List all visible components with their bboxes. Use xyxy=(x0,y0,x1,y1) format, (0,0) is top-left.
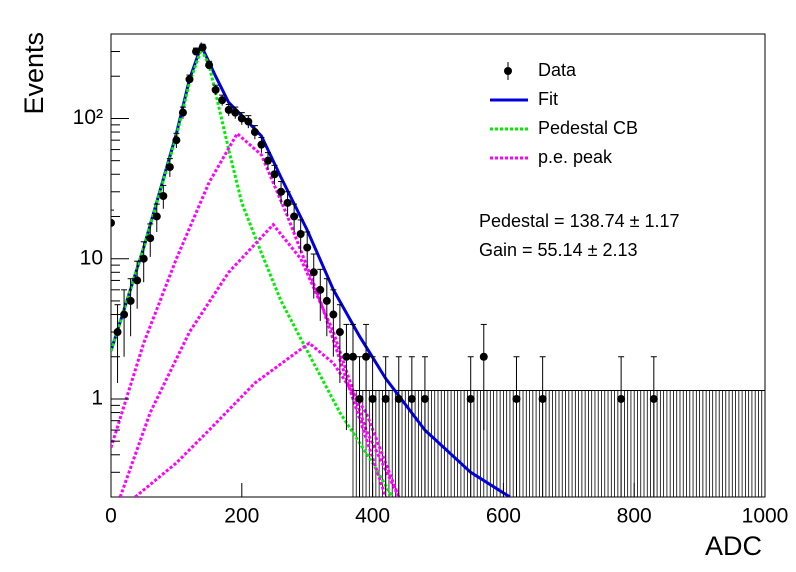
x-tick-label: 200 xyxy=(224,505,259,528)
data-point xyxy=(152,212,161,221)
data-point xyxy=(335,328,344,337)
y-tick-label: 10 xyxy=(80,246,103,269)
data-point xyxy=(231,108,240,117)
legend-label: Pedestal CB xyxy=(538,118,638,138)
data-point xyxy=(250,128,259,137)
legend-label: p.e. peak xyxy=(538,147,613,167)
x-axis-label: ADC xyxy=(705,531,762,561)
data-point xyxy=(211,85,220,94)
data-point xyxy=(290,212,299,221)
data-point xyxy=(133,276,142,285)
data-point xyxy=(309,268,318,277)
data-point xyxy=(407,394,416,403)
data-point xyxy=(362,352,371,361)
data-point xyxy=(329,310,338,319)
fit-curve xyxy=(134,341,401,497)
data-point xyxy=(348,352,357,361)
data-point xyxy=(420,394,429,403)
legend-label: Fit xyxy=(538,89,558,109)
fit-curve xyxy=(111,45,394,497)
legend-symbol xyxy=(504,67,512,75)
data-point xyxy=(394,394,403,403)
fit-curve xyxy=(118,222,401,497)
data-point xyxy=(111,218,115,227)
data-point xyxy=(178,108,187,117)
data-point xyxy=(617,394,626,403)
data-point xyxy=(218,96,227,105)
x-tick-label: 0 xyxy=(105,505,117,528)
data-point xyxy=(224,105,233,114)
data-point xyxy=(381,394,390,403)
data-point xyxy=(205,61,214,70)
x-tick-label: 600 xyxy=(486,505,521,528)
data-point xyxy=(283,198,292,207)
y-tick-label: 10² xyxy=(73,106,103,129)
data-point xyxy=(257,140,266,149)
data-point xyxy=(277,187,286,196)
data-point xyxy=(316,285,325,294)
data-point xyxy=(126,296,135,305)
x-tick-label: 800 xyxy=(617,505,652,528)
data-point xyxy=(270,170,279,179)
plot-area xyxy=(111,41,765,497)
data-point xyxy=(192,47,201,56)
data-point xyxy=(165,163,174,172)
data-point xyxy=(368,394,377,403)
data-point xyxy=(479,352,488,361)
data-point xyxy=(185,75,194,84)
data-point xyxy=(244,117,253,126)
data-point xyxy=(649,394,658,403)
data-point xyxy=(512,394,521,403)
fit-curve xyxy=(111,131,388,497)
data-point xyxy=(466,394,475,403)
x-tick-label: 400 xyxy=(355,505,390,528)
data-point xyxy=(342,352,351,361)
data-point xyxy=(139,254,148,263)
data-point xyxy=(146,234,155,243)
annotation: Gain = 55.14 ± 2.13 xyxy=(479,240,638,260)
data-point xyxy=(159,191,168,200)
x-tick-label: 1000 xyxy=(742,505,789,528)
data-point xyxy=(322,296,331,305)
data-point xyxy=(120,310,129,319)
data-point xyxy=(538,394,547,403)
data-point xyxy=(237,114,246,123)
data-point xyxy=(296,230,305,239)
data-point xyxy=(172,136,181,145)
legend-label: Data xyxy=(538,60,577,80)
data-point xyxy=(303,243,312,252)
data-point xyxy=(263,156,272,165)
annotation: Pedestal = 138.74 ± 1.17 xyxy=(479,211,680,231)
y-tick-label: 1 xyxy=(91,387,103,410)
data-point xyxy=(355,394,364,403)
y-axis-label: Events xyxy=(19,32,49,115)
data-point xyxy=(198,43,207,52)
